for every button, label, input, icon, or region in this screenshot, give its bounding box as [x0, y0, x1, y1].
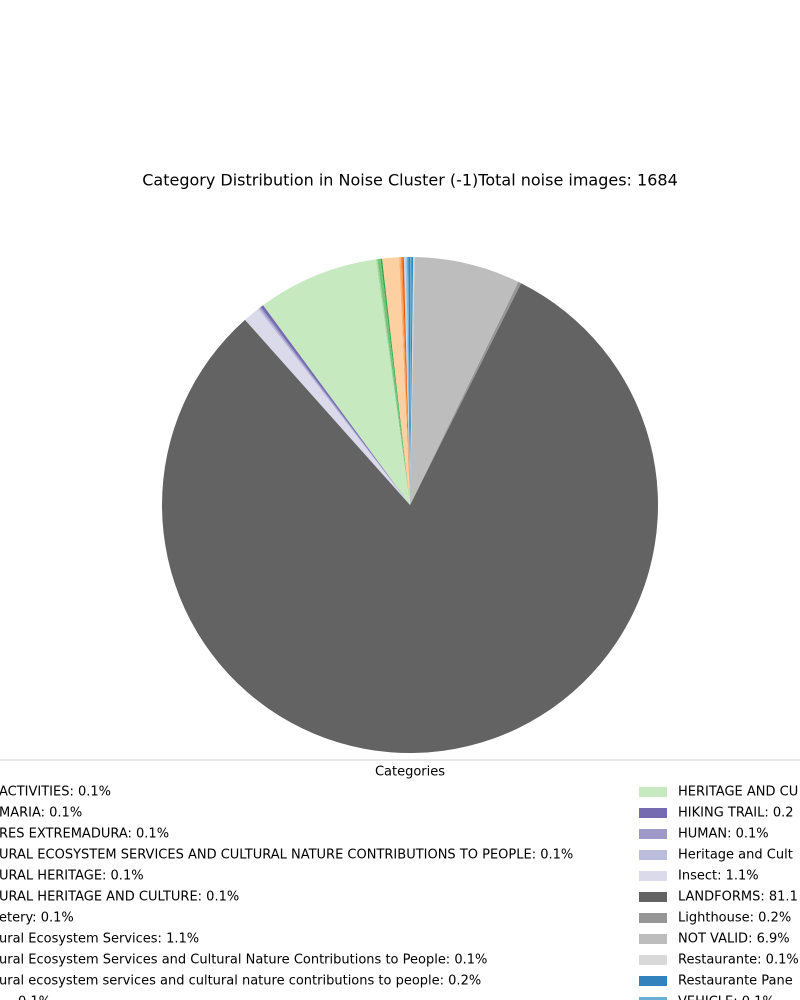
- pie-slice: [260, 305, 410, 505]
- pie-slice: [402, 257, 410, 505]
- pie-slice: [405, 257, 410, 505]
- legend-label: VEHICLE: 0.1%: [678, 995, 775, 1000]
- pie-slice: [259, 307, 410, 505]
- legend-title: Categories: [375, 765, 445, 780]
- legend-swatch: [639, 913, 667, 923]
- pie-slice: [380, 258, 410, 505]
- legend-label: etery: 0.1%: [0, 911, 74, 926]
- pie-slice: [406, 257, 410, 505]
- legend-label: RES EXTREMADURA: 0.1%: [0, 827, 169, 842]
- legend-label: ACTIVITIES: 0.1%: [0, 785, 111, 800]
- pie-slice: [399, 257, 410, 505]
- legend-swatch: [639, 808, 667, 818]
- pie-slice: [382, 257, 410, 505]
- legend-swatch: [639, 955, 667, 965]
- pie-slice: [408, 257, 410, 505]
- legend-label: HERITAGE AND CU: [678, 785, 798, 800]
- legend-label: 0.1%: [18, 995, 51, 1000]
- legend-label: Restaurante Pane: [678, 974, 793, 989]
- legend-swatch: [639, 871, 667, 881]
- legend-label: URAL HERITAGE: 0.1%: [0, 869, 144, 884]
- pie-slice: [410, 257, 412, 505]
- legend-swatch: [639, 892, 667, 902]
- legend-label: ural Ecosystem Services: 1.1%: [0, 932, 199, 947]
- legend-label: Restaurante: 0.1%: [678, 953, 799, 968]
- pie-slice: [161, 283, 658, 753]
- pie-slice: [377, 258, 410, 505]
- pie-slice: [258, 307, 410, 505]
- pie-slice: [375, 259, 410, 505]
- legend-label: MARIA: 0.1%: [0, 806, 82, 821]
- legend-label: URAL ECOSYSTEM SERVICES AND CULTURAL NAT…: [0, 848, 573, 863]
- pie-slice: [263, 259, 410, 505]
- pie-slice: [410, 281, 522, 505]
- legend-swatch: [639, 850, 667, 860]
- legend-label: NOT VALID: 6.9%: [678, 932, 790, 947]
- legend-label: ural Ecosystem Services and Cultural Nat…: [0, 953, 487, 968]
- legend-swatch: [639, 787, 667, 797]
- legend-label: LANDFORMS: 81.1: [678, 890, 798, 905]
- pie-slice: [410, 257, 414, 505]
- legend-label: Heritage and Cult: [678, 848, 793, 863]
- pie-slice: [410, 257, 519, 505]
- legend-label: URAL HERITAGE AND CULTURE: 0.1%: [0, 890, 239, 905]
- legend-swatch: [639, 934, 667, 944]
- legend-swatch: [639, 997, 667, 1000]
- legend-label: Lighthouse: 0.2%: [678, 911, 791, 926]
- legend-label: HIKING TRAIL: 0.2: [678, 806, 794, 821]
- legend-label: ural ecosystem services and cultural nat…: [0, 974, 481, 989]
- legend-swatch: [639, 829, 667, 839]
- legend-label: Insect: 1.1%: [678, 869, 759, 884]
- pie-slice: [400, 257, 410, 505]
- chart-title: Category Distribution in Noise Cluster (…: [142, 171, 678, 190]
- legend-swatch: [639, 976, 667, 986]
- legend-label: HUMAN: 0.1%: [678, 827, 769, 842]
- pie-slice: [403, 257, 410, 505]
- pie-slice: [244, 308, 410, 505]
- pie-slice: [410, 257, 415, 505]
